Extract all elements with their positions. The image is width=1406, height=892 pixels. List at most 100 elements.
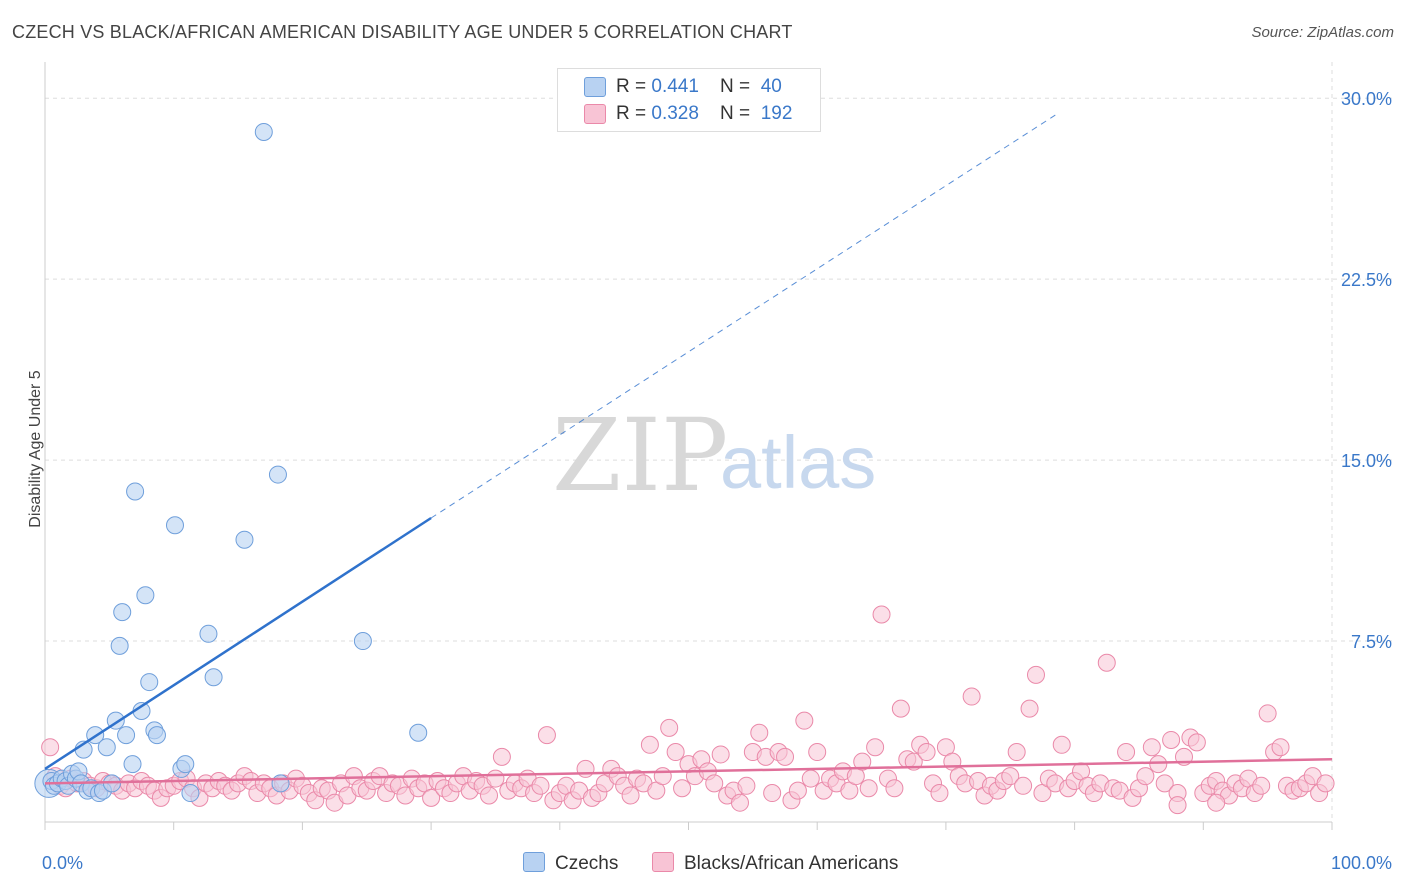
- black-point: [653, 767, 672, 786]
- black-point: [705, 774, 724, 793]
- black-point: [801, 769, 820, 788]
- legend-n-label: N =: [720, 76, 756, 97]
- czech-point: [353, 632, 372, 651]
- black-point: [750, 723, 769, 742]
- black-point: [1168, 796, 1187, 815]
- black-point: [1136, 767, 1155, 786]
- black-point: [1117, 743, 1136, 762]
- black-point: [930, 784, 949, 803]
- czech-point: [204, 668, 223, 687]
- black-point: [1052, 735, 1071, 754]
- black-point: [1155, 774, 1174, 793]
- y-tick-label: 15.0%: [1341, 451, 1392, 471]
- black-point: [666, 743, 685, 762]
- black-point: [621, 786, 640, 805]
- black-point: [730, 793, 749, 812]
- czech-point: [113, 603, 132, 622]
- black-point: [763, 784, 782, 803]
- czech-swatch: [523, 852, 545, 872]
- czech-trend-extension: [430, 114, 1056, 519]
- black-point: [788, 781, 807, 800]
- axes: [44, 62, 1333, 830]
- czech-point: [110, 636, 129, 655]
- legend-r-value: 0.328: [651, 103, 699, 124]
- trend-lines: [44, 114, 1333, 785]
- bottom-legend-czech-label: Czechs: [555, 853, 619, 874]
- black-point: [808, 743, 827, 762]
- black-point: [660, 718, 679, 737]
- black-point: [737, 776, 756, 795]
- czech-trend-line: [44, 516, 432, 770]
- black-point: [422, 788, 441, 807]
- black-point: [41, 738, 60, 757]
- czech-point: [136, 586, 155, 605]
- black-swatch: [652, 852, 674, 872]
- black-point: [891, 699, 910, 718]
- legend-r-label: R =: [616, 76, 652, 97]
- czech-point: [140, 673, 159, 692]
- czech-point: [176, 755, 195, 774]
- legend-r-value: 0.441: [651, 76, 699, 97]
- black-point: [480, 786, 499, 805]
- black-point: [1162, 730, 1181, 749]
- black-trend-line: [44, 758, 1333, 785]
- legend-n-label: N =: [720, 103, 756, 124]
- czech-point: [235, 530, 254, 549]
- black-point: [795, 711, 814, 730]
- black-point: [1258, 704, 1277, 723]
- black-point: [1271, 738, 1290, 757]
- czech-point: [147, 726, 166, 745]
- y-tick-label: 30.0%: [1341, 89, 1392, 109]
- black-point: [1149, 755, 1168, 774]
- black-point: [917, 743, 936, 762]
- black-point: [492, 747, 511, 766]
- black-point: [1020, 699, 1039, 718]
- czech-point: [268, 465, 287, 484]
- black-point: [531, 776, 550, 795]
- black-point: [1142, 738, 1161, 757]
- black-point: [1187, 733, 1206, 752]
- x-tick-label-left: 0.0%: [42, 853, 83, 873]
- black-point: [1316, 774, 1335, 793]
- y-tick-label: 7.5%: [1351, 632, 1392, 652]
- black-point: [1007, 743, 1026, 762]
- source-label: Source: ZipAtlas.com: [1251, 24, 1394, 41]
- watermark-zip: ZIP: [552, 397, 728, 514]
- black-point: [1207, 793, 1226, 812]
- black-point: [859, 779, 878, 798]
- black-point: [1026, 665, 1045, 684]
- watermark-atlas: atlas: [720, 421, 876, 504]
- y-tick-label: 22.5%: [1341, 270, 1392, 290]
- tick-labels: 30.0% 22.5% 15.0% 7.5% 0.0% 100.0%: [42, 89, 1392, 873]
- czech-point: [254, 122, 273, 141]
- bottom-legend-black: Blacks/African Americans: [652, 852, 898, 875]
- czech-point: [271, 774, 290, 793]
- legend-n-value: 192: [760, 103, 793, 124]
- czech-points: [34, 122, 428, 803]
- black-point: [640, 735, 659, 754]
- black-point: [673, 779, 692, 798]
- black-point: [1097, 653, 1116, 672]
- czech-point: [165, 516, 184, 535]
- czech-point: [181, 784, 200, 803]
- black-point: [885, 779, 904, 798]
- black-point: [1001, 767, 1020, 786]
- black-point: [1014, 776, 1033, 795]
- black-point: [872, 605, 891, 624]
- black-point: [486, 769, 505, 788]
- black-point: [853, 752, 872, 771]
- czech-point: [117, 726, 136, 745]
- black-point: [576, 759, 595, 778]
- czech-point: [126, 482, 145, 501]
- bottom-legend-black-label: Blacks/African Americans: [684, 853, 899, 874]
- czech-point: [97, 738, 116, 757]
- czech-point: [123, 755, 142, 774]
- black-african-american-points: [41, 605, 1335, 815]
- bottom-legend-czech: Czechs: [523, 852, 618, 875]
- black-point: [537, 726, 556, 745]
- legend-r-label: R =: [616, 103, 652, 124]
- chart-title: CZECH VS BLACK/AFRICAN AMERICAN DISABILI…: [12, 22, 793, 42]
- stats-legend: R = 0.441 N = 40 R = 0.328 N = 192: [557, 68, 821, 132]
- legend-n-value: 40: [760, 76, 782, 97]
